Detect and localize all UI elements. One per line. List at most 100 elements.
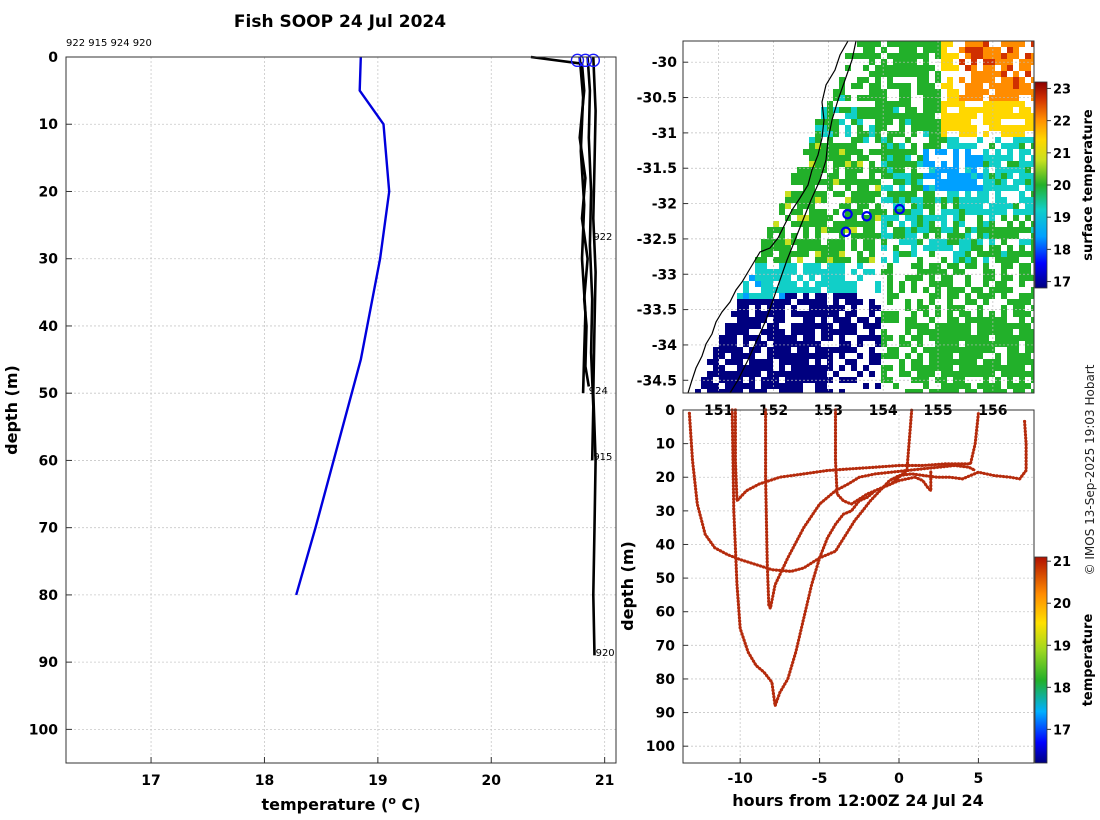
sst-cell [869,53,875,59]
sst-cell [779,383,785,389]
sst-cell [977,341,983,347]
sst-cell [893,155,899,161]
sst-cell [893,251,899,257]
sst-cell [869,149,875,155]
sst-cell [1019,227,1025,233]
sst-cell [857,371,863,377]
sst-cell [797,365,803,371]
sst-cell [1007,83,1013,89]
sst-cell [911,41,917,47]
sst-cell [887,275,893,281]
sst-cell [983,155,989,161]
sst-cell [899,59,905,65]
sst-cell [911,149,917,155]
sst-cell [971,389,977,393]
sst-cell [881,209,887,215]
ts-y-tick-label: 90 [656,706,676,722]
sst-cell [887,215,893,221]
sst-cell [827,155,833,161]
temperature-colorbar-tick-label: 20 [1053,597,1071,612]
sst-cell [971,185,977,191]
sst-cell [995,245,1001,251]
sst-cell [815,149,821,155]
sst-cell [845,107,851,113]
sst-cell [905,83,911,89]
sst-cell [767,287,773,293]
sst-cell [773,305,779,311]
sst-cell [941,53,947,59]
sst-cell [983,101,989,107]
sst-cell [1031,389,1034,393]
sst-cell [767,377,773,383]
sst-cell [983,359,989,365]
sst-cell [713,383,719,389]
sst-cell [851,347,857,353]
sst-cell [941,209,947,215]
sst-cell [755,275,761,281]
sst-cell [953,359,959,365]
sst-cell [923,347,929,353]
sst-cell [899,83,905,89]
sst-cell [947,179,953,185]
sst-cell [803,299,809,305]
sst-cell [1007,353,1013,359]
sst-cell [923,143,929,149]
sst-cell [983,233,989,239]
sst-cell [947,293,953,299]
sst-cell [887,155,893,161]
sst-cell [857,203,863,209]
y-tick-label: 60 [39,453,59,469]
sst-cell [887,185,893,191]
sst-cell [971,41,977,47]
sst-cell [827,287,833,293]
sst-cell [905,299,911,305]
sst-cell [1007,377,1013,383]
sst-cell [947,113,953,119]
sst-cell [1001,311,1007,317]
x-tick-label: 17 [141,773,160,789]
sst-cell [905,53,911,59]
sst-cell [821,125,827,131]
sst-cell [791,305,797,311]
sst-cell [1007,131,1013,137]
sst-cell [845,221,851,227]
sst-cell [953,167,959,173]
sst-cell [869,209,875,215]
sst-cell [965,359,971,365]
sst-cell [1001,65,1007,71]
sst-cell [875,281,881,287]
sst-cell [875,359,881,365]
sst-cell [779,299,785,305]
sst-cell [737,317,743,323]
sst-cell [719,371,725,377]
sst-cell [971,239,977,245]
sst-cell [773,353,779,359]
sst-cell [929,143,935,149]
sst-cell [929,335,935,341]
sst-cell [965,311,971,317]
sst-cell [917,305,923,311]
sst-cell [845,149,851,155]
sst-cell [911,161,917,167]
sst-cell [929,119,935,125]
sst-cell [779,251,785,257]
sst-cell [1025,239,1031,245]
sst-cell [827,275,833,281]
sst-cell [983,47,989,53]
sst-cell [935,233,941,239]
sst-cell [881,233,887,239]
sst-cell [1013,227,1019,233]
sst-cell [929,353,935,359]
sst-cell [947,41,953,47]
sst-cell [995,203,1001,209]
sst-cell [833,125,839,131]
sst-cell [875,305,881,311]
sst-cell [1031,287,1034,293]
sst-cell [977,365,983,371]
sst-cell [779,317,785,323]
sst-cell [881,197,887,203]
sst-cell [809,269,815,275]
profile-id-header: 922 915 924 920 [66,38,152,49]
sst-cell [941,167,947,173]
sst-cell [875,323,881,329]
